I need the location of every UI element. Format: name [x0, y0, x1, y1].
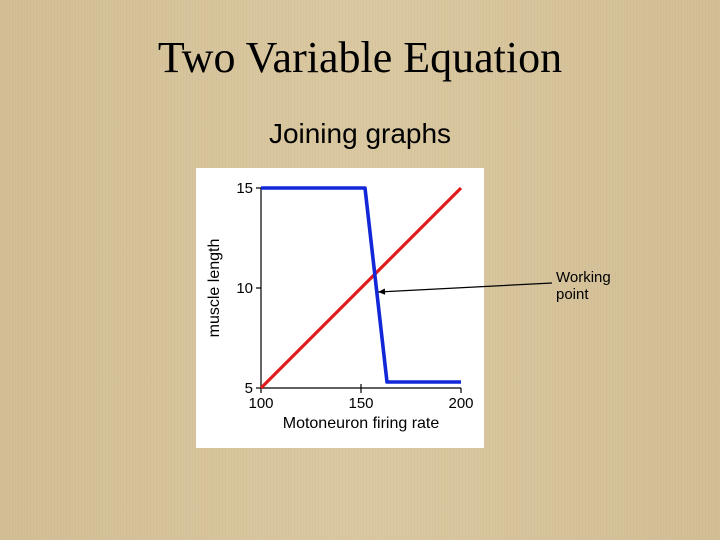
annotation-line1: Working	[556, 269, 611, 286]
annotation-arrow	[0, 0, 720, 540]
working-point-annotation: Working point	[556, 270, 611, 303]
annotation-line2: point	[556, 286, 589, 303]
